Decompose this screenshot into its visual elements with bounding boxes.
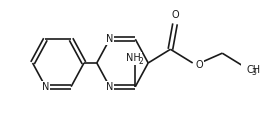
Text: O: O — [171, 10, 179, 20]
Text: 2: 2 — [139, 57, 144, 66]
Text: NH: NH — [126, 53, 141, 63]
Text: N: N — [42, 82, 49, 92]
Text: CH: CH — [246, 65, 260, 75]
Text: 3: 3 — [252, 68, 257, 77]
Text: N: N — [106, 34, 113, 44]
Text: N: N — [106, 82, 113, 92]
Text: O: O — [195, 60, 203, 70]
